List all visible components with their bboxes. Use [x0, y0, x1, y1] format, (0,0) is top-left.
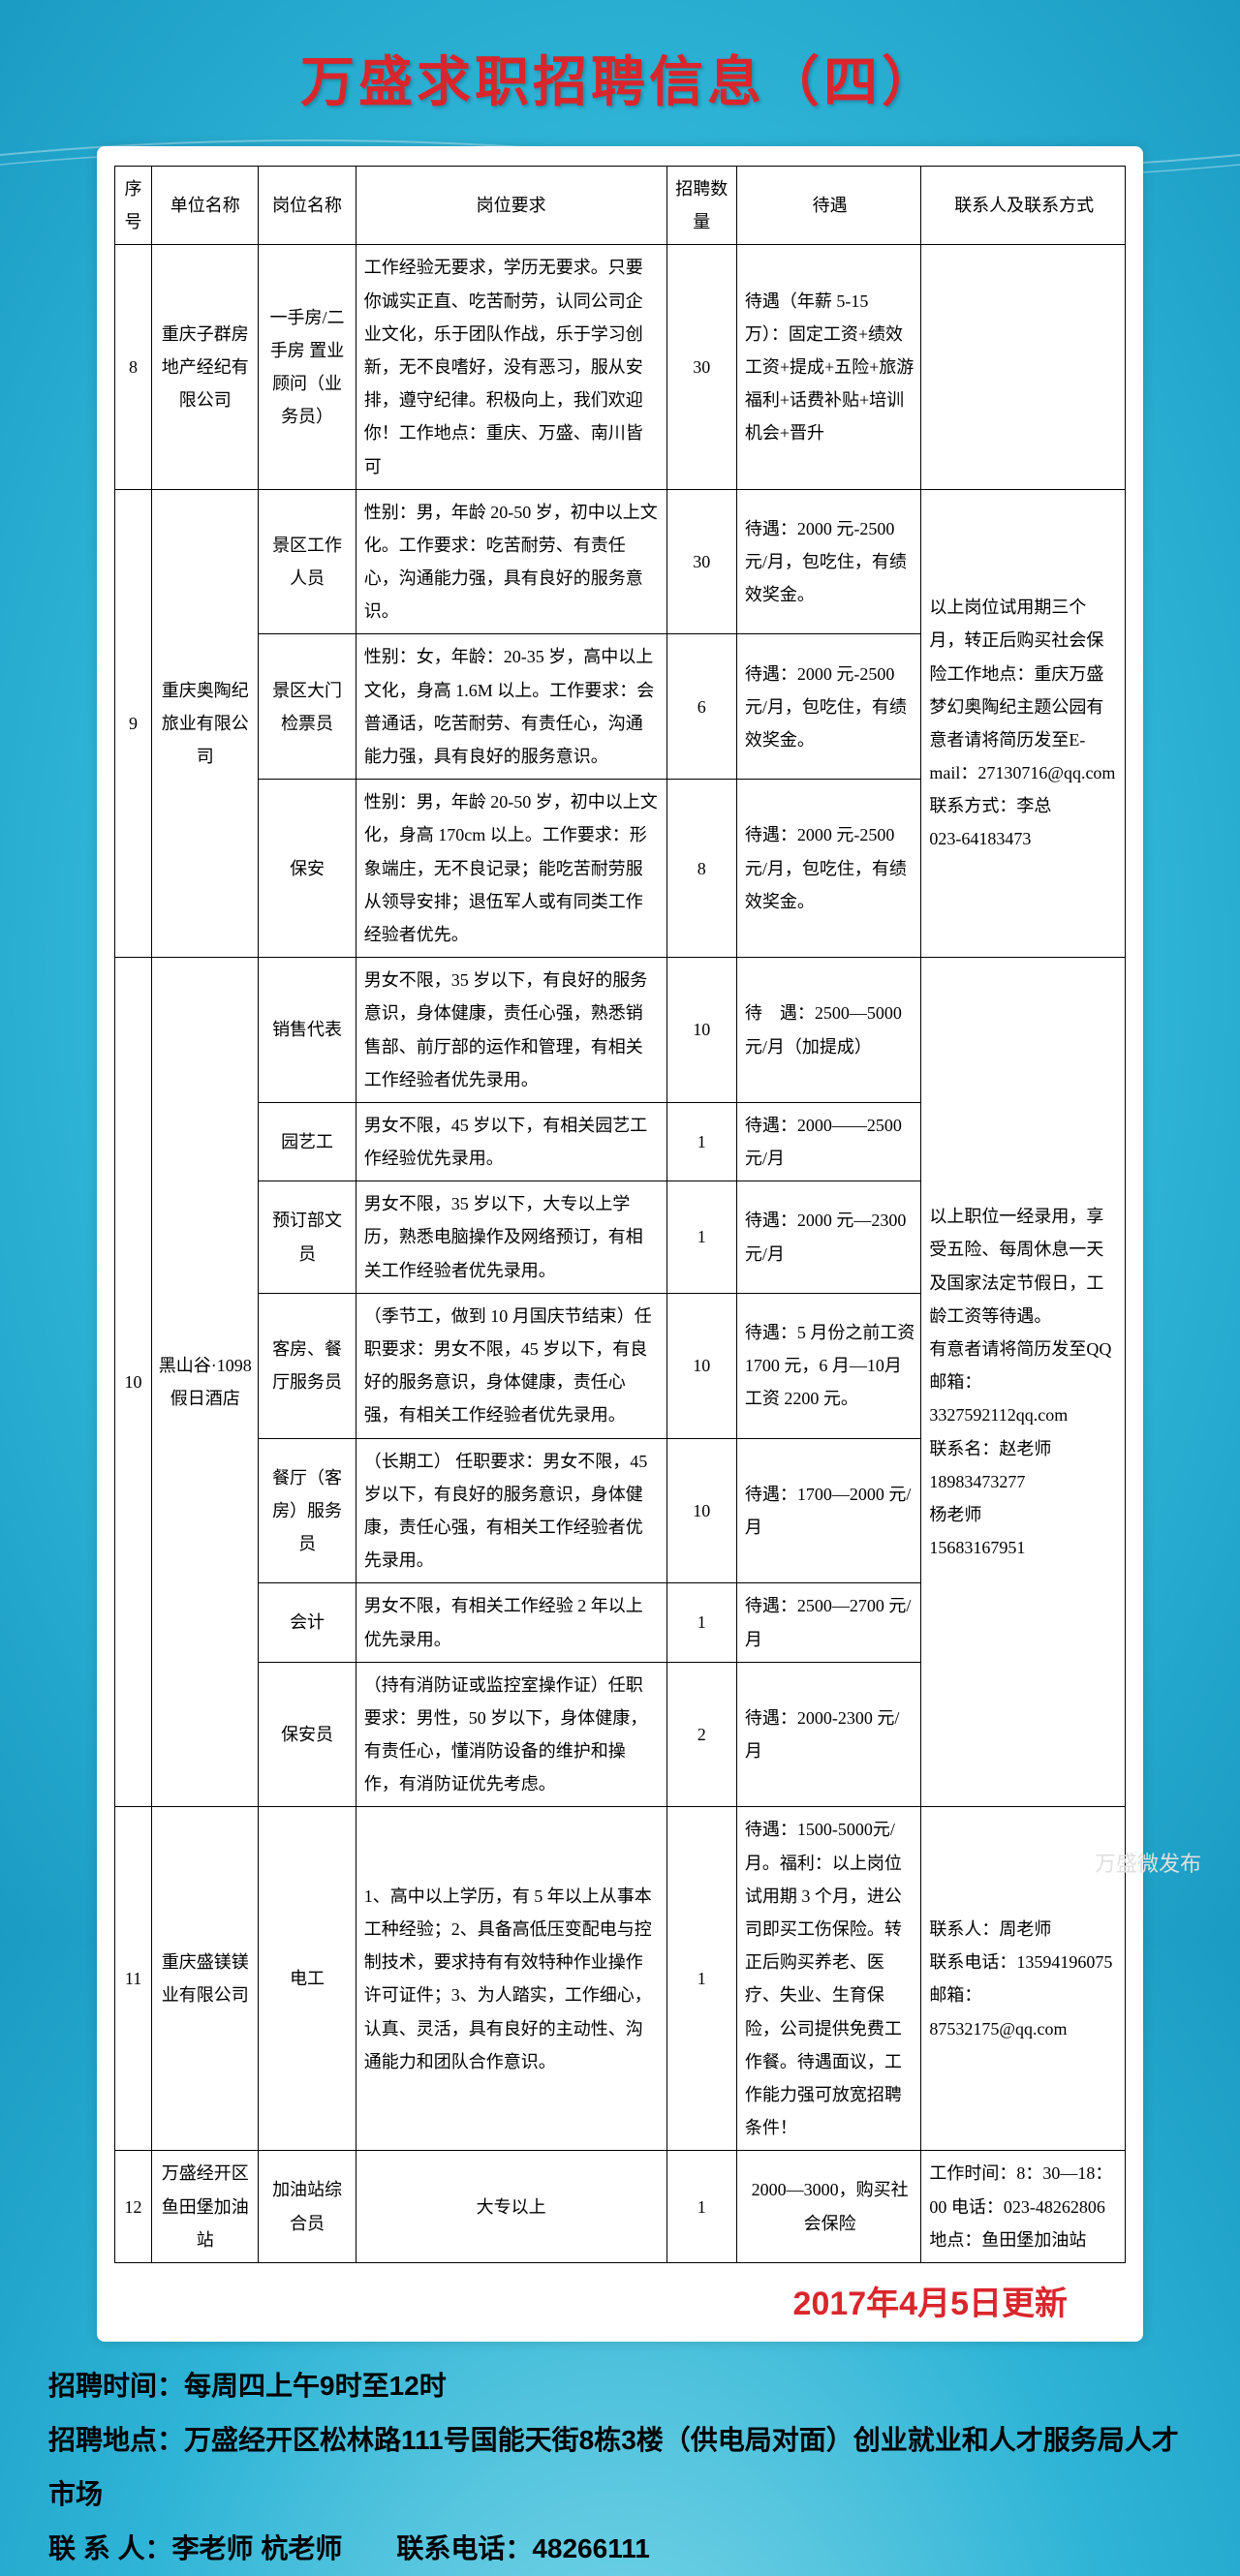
cell-idx: 10	[115, 958, 152, 1807]
cell-job: 园艺工	[259, 1102, 356, 1181]
cell-count: 8	[666, 780, 736, 958]
table-row: 11重庆盛镁镁业有限公司电工1、高中以上学历，有 5 年以上从事本工种经验；2、…	[115, 1807, 1126, 2151]
th-job: 岗位名称	[259, 167, 356, 245]
page-title: 万盛求职招聘信息（四）	[0, 0, 1240, 146]
cell-idx: 12	[115, 2151, 152, 2263]
cell-job: 一手房/二手房 置业顾问（业务员）	[259, 245, 356, 489]
watermark-text: 万盛微发布	[1095, 1847, 1201, 1878]
cell-idx: 11	[115, 1807, 152, 2151]
cell-count: 2	[666, 1662, 736, 1807]
cell-company: 重庆子群房地产经纪有限公司	[152, 245, 259, 489]
cell-job: 客房、餐厅服务员	[259, 1293, 356, 1438]
cell-company: 黑山谷·1098 假日酒店	[152, 958, 259, 1807]
cell-job: 销售代表	[259, 958, 356, 1103]
th-pay: 待遇	[736, 167, 921, 245]
cell-pay: 待遇：1700—2000 元/月	[736, 1438, 921, 1583]
cell-count: 30	[666, 489, 736, 634]
cell-req: 男女不限，有相关工作经验 2 年以上优先录用。	[356, 1583, 666, 1662]
table-row: 10黑山谷·1098 假日酒店销售代表男女不限，35 岁以下，有良好的服务意识，…	[115, 958, 1126, 1103]
cell-count: 1	[666, 1181, 736, 1294]
watermark-icon	[1054, 1846, 1087, 1879]
watermark: 万盛微发布	[1054, 1846, 1201, 1879]
table-container: 序号 单位名称 岗位名称 岗位要求 招聘数量 待遇 联系人及联系方式 8重庆子群…	[97, 146, 1143, 2342]
cell-pay: 待遇（年薪 5-15 万）：固定工资+绩效工资+提成+五险+旅游福利+话费补贴+…	[736, 245, 921, 489]
th-count: 招聘数量	[666, 167, 736, 245]
cell-count: 10	[666, 1438, 736, 1583]
cell-job: 加油站综合员	[259, 2151, 356, 2263]
cell-req: （季节工，做到 10 月国庆节结束）任职要求：男女不限，45 岁以下，有良好的服…	[356, 1293, 666, 1438]
cell-contact: 以上岗位试用期三个月，转正后购买社会保险工作地点：重庆万盛梦幻奥陶纪主题公园有意…	[921, 489, 1126, 957]
cell-count: 1	[666, 1583, 736, 1662]
table-header-row: 序号 单位名称 岗位名称 岗位要求 招聘数量 待遇 联系人及联系方式	[115, 167, 1126, 245]
cell-idx: 8	[115, 245, 152, 489]
cell-req: 大专以上	[356, 2151, 666, 2263]
footer-contact: 联 系 人：李老师 杭老师 联系电话：48266111	[48, 2522, 1192, 2576]
cell-company: 万盛经开区鱼田堡加油站	[152, 2151, 259, 2263]
cell-contact: 工作时间：8：30—18：00 电话：023-48262806 地点：鱼田堡加油…	[921, 2151, 1126, 2263]
cell-count: 10	[666, 958, 736, 1103]
th-contact: 联系人及联系方式	[921, 167, 1126, 245]
cell-pay: 待遇：2000 元-2500 元/月，包吃住，有绩效奖金。	[736, 780, 921, 958]
cell-count: 1	[666, 1102, 736, 1181]
update-date: 2017年4月5日更新	[114, 2263, 1126, 2328]
footer-time: 招聘时间：每周四上午9时至12时	[48, 2359, 1192, 2413]
cell-pay: 待遇：2000——2500元/月	[736, 1102, 921, 1181]
footer-block: 招聘时间：每周四上午9时至12时 招聘地点：万盛经开区松林路111号国能天街8栋…	[0, 2342, 1240, 2576]
cell-pay: 2000—3000，购买社会保险	[736, 2151, 921, 2263]
footer-address: 招聘地点：万盛经开区松林路111号国能天街8栋3楼（供电局对面）创业就业和人才服…	[48, 2413, 1192, 2522]
cell-count: 10	[666, 1293, 736, 1438]
cell-pay: 待遇：2000 元—2300元/月	[736, 1181, 921, 1294]
th-req: 岗位要求	[356, 167, 666, 245]
cell-req: （长期工） 任职要求：男女不限，45 岁以下，有良好的服务意识，身体健康，责任心…	[356, 1438, 666, 1583]
cell-pay: 待遇：2000 元-2500 元/月，包吃住，有绩效奖金。	[736, 489, 921, 634]
cell-pay: 待遇：1500-5000元/月。福利：以上岗位试用期 3 个月，进公司即买工伤保…	[736, 1807, 921, 2151]
cell-job: 保安员	[259, 1662, 356, 1807]
cell-count: 1	[666, 1807, 736, 2151]
cell-company: 重庆盛镁镁业有限公司	[152, 1807, 259, 2151]
cell-company: 重庆奥陶纪旅业有限公司	[152, 489, 259, 957]
cell-pay: 待遇：2000 元-2500 元/月，包吃住，有绩效奖金。	[736, 634, 921, 780]
cell-req: 男女不限，35 岁以下，大专以上学历，熟悉电脑操作及网络预订，有相关工作经验者优…	[356, 1181, 666, 1294]
job-table: 序号 单位名称 岗位名称 岗位要求 招聘数量 待遇 联系人及联系方式 8重庆子群…	[114, 166, 1126, 2263]
cell-req: 工作经验无要求，学历无要求。只要你诚实正直、吃苦耐劳，认同公司企业文化，乐于团队…	[356, 245, 666, 489]
cell-req: 性别：男，年龄 20-50 岁，初中以上文化。工作要求：吃苦耐劳、有责任心，沟通…	[356, 489, 666, 634]
cell-req: （持有消防证或监控室操作证）任职要求：男性，50 岁以下，身体健康，有责任心，懂…	[356, 1662, 666, 1807]
cell-pay: 待遇：5 月份之前工资 1700 元，6 月—10月工资 2200 元。	[736, 1293, 921, 1438]
cell-pay: 待遇：2000-2300 元/月	[736, 1662, 921, 1807]
cell-job: 电工	[259, 1807, 356, 2151]
cell-contact: 以上职位一经录用，享受五险、每周休息一天及国家法定节假日，工龄工资等待遇。 有意…	[921, 958, 1126, 1807]
cell-count: 1	[666, 2151, 736, 2263]
cell-count: 6	[666, 634, 736, 780]
cell-req: 性别：女，年龄：20-35 岁，高中以上文化，身高 1.6M 以上。工作要求：会…	[356, 634, 666, 780]
cell-req: 男女不限，45 岁以下，有相关园艺工作经验优先录用。	[356, 1102, 666, 1181]
cell-pay: 待 遇：2500—5000元/月（加提成）	[736, 958, 921, 1103]
cell-contact	[921, 245, 1126, 489]
cell-idx: 9	[115, 489, 152, 957]
cell-job: 保安	[259, 780, 356, 958]
th-idx: 序号	[115, 167, 152, 245]
th-company: 单位名称	[152, 167, 259, 245]
cell-req: 性别：男，年龄 20-50 岁，初中以上文化，身高 170cm 以上。工作要求：…	[356, 780, 666, 958]
cell-job: 景区工作人员	[259, 489, 356, 634]
cell-job: 预订部文员	[259, 1181, 356, 1294]
cell-job: 会计	[259, 1583, 356, 1662]
cell-job: 餐厅（客房）服务员	[259, 1438, 356, 1583]
table-row: 9重庆奥陶纪旅业有限公司景区工作人员性别：男，年龄 20-50 岁，初中以上文化…	[115, 489, 1126, 634]
cell-count: 30	[666, 245, 736, 489]
cell-pay: 待遇：2500—2700 元/月	[736, 1583, 921, 1662]
cell-job: 景区大门检票员	[259, 634, 356, 780]
table-row: 8重庆子群房地产经纪有限公司一手房/二手房 置业顾问（业务员）工作经验无要求，学…	[115, 245, 1126, 489]
cell-req: 1、高中以上学历，有 5 年以上从事本工种经验；2、具备高低压变配电与控制技术，…	[356, 1807, 666, 2151]
table-row: 12万盛经开区鱼田堡加油站加油站综合员大专以上12000—3000，购买社会保险…	[115, 2151, 1126, 2263]
cell-req: 男女不限，35 岁以下，有良好的服务意识，身体健康，责任心强，熟悉销售部、前厅部…	[356, 958, 666, 1103]
